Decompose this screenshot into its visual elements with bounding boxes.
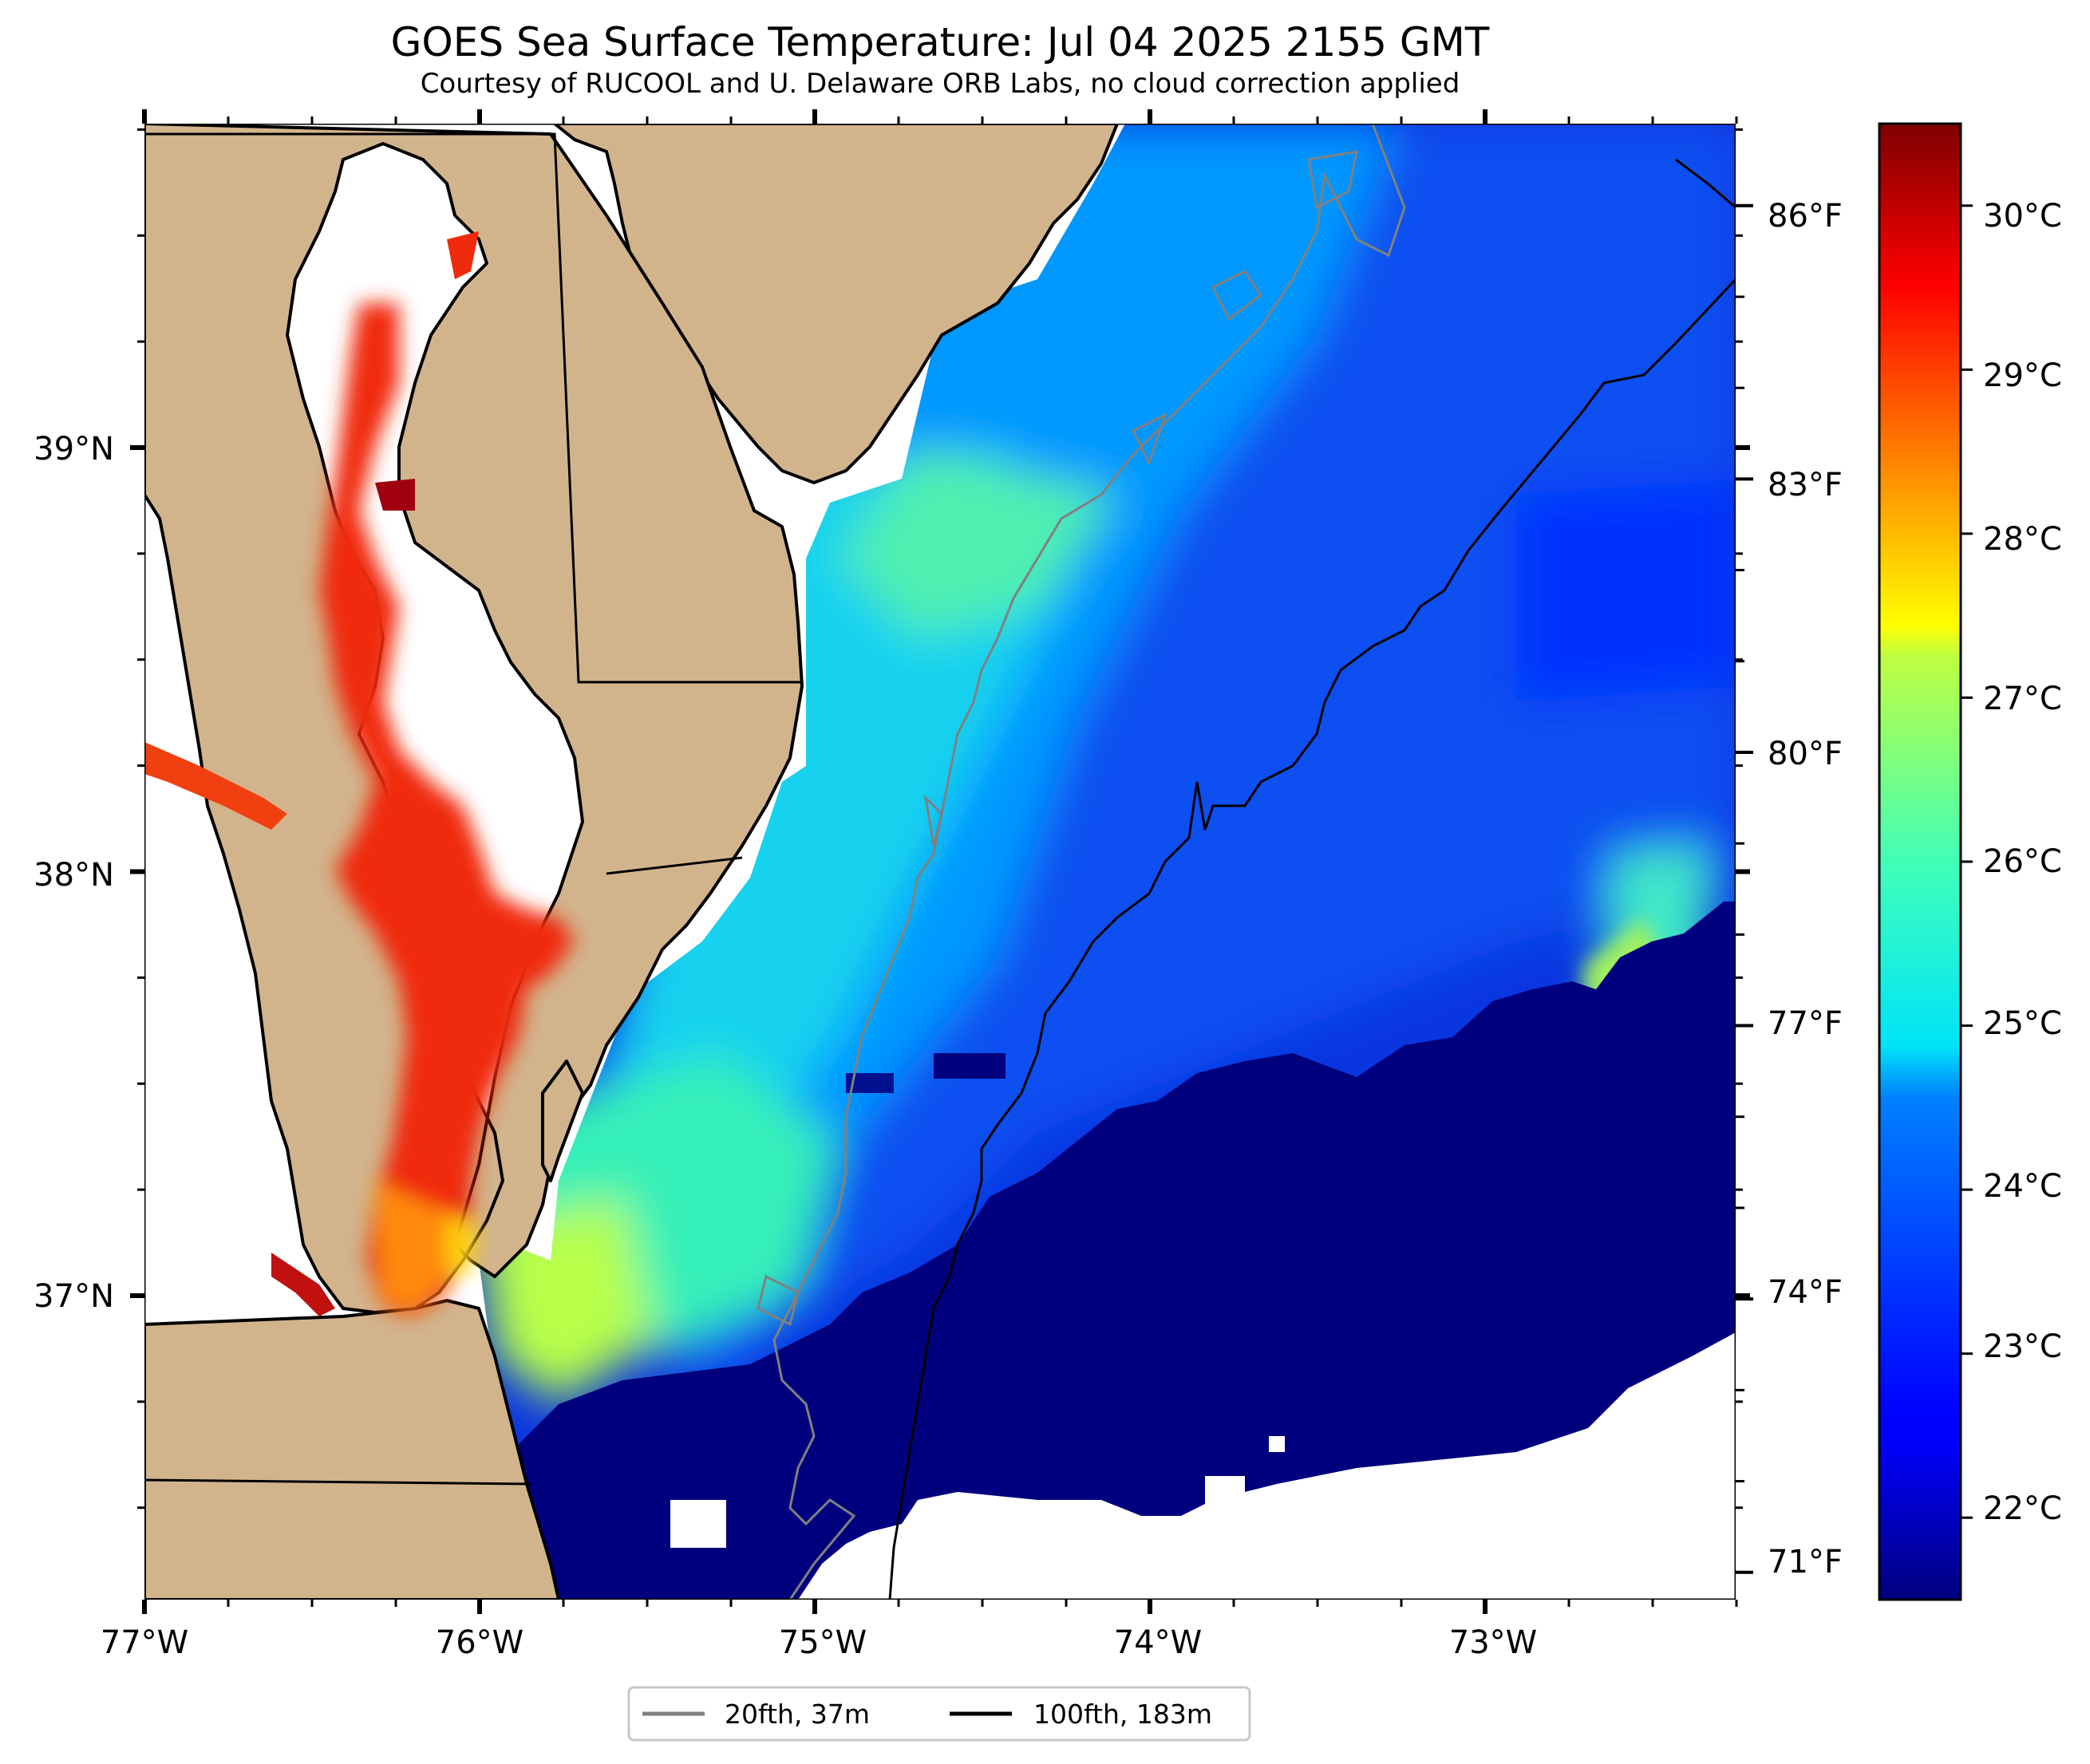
fahrenheit-tick-label: 86°F (1768, 198, 1843, 235)
celsius-tick-label: 29°C (1983, 357, 2062, 394)
land-delmarva (144, 124, 804, 1314)
axis-ticks (130, 109, 1753, 1614)
contour-20fth (757, 124, 1406, 1600)
fahrenheit-tick-label: 80°F (1768, 736, 1843, 772)
celsius-tick-label: 24°C (1983, 1168, 2062, 1205)
colorbar-gradient (1878, 122, 1962, 1601)
colorbar-ticks (1961, 204, 1973, 1519)
legend-label-100fth: 100fth, 183m (1033, 1699, 1212, 1730)
fahrenheit-tick-label: 83°F (1768, 467, 1843, 503)
cold-region (519, 902, 1736, 1600)
celsius-tick-label: 28°C (1983, 521, 2062, 558)
legend: 20fth, 37m 100fth, 183m (627, 1686, 1251, 1742)
celsius-tick-label: 25°C (1983, 1005, 2062, 1042)
cloud-patch (1269, 1436, 1285, 1452)
celsius-tick-label: 23°C (1983, 1328, 2062, 1365)
colorbar: 30°C 29°C 28°C 27°C 26°C 25°C 24°C 23°C … (1878, 122, 2062, 1601)
state-borders (144, 132, 802, 1486)
fahrenheit-tick-label: 74°F (1768, 1274, 1843, 1311)
map-area (144, 124, 1736, 1600)
bay-tributaries (144, 231, 479, 1316)
celsius-tick-label: 27°C (1983, 681, 2062, 717)
land-eastern-shore (541, 1060, 584, 1182)
y-tick-label: 39°N (34, 431, 114, 468)
fahrenheit-tick-label: 71°F (1768, 1544, 1843, 1580)
land-new-jersey (553, 124, 1119, 484)
chesapeake-bay-water (319, 303, 575, 1316)
map-subtitle: Courtesy of RUCOOL and U. Delaware ORB L… (421, 68, 1460, 100)
celsius-tick-label: 26°C (1983, 843, 2062, 880)
fahrenheit-tick-label: 77°F (1768, 1005, 1843, 1042)
x-tick-label: 74°W (1114, 1624, 1202, 1661)
fahrenheit-axis: 86°F 83°F 80°F 77°F 74°F 71°F (1768, 198, 1843, 1580)
legend-box (627, 1686, 1251, 1742)
x-tick-labels: 77°W 76°W 75°W 74°W 73°W (101, 1624, 1537, 1661)
celsius-tick-label: 22°C (1983, 1490, 2062, 1527)
cloud-patch (1205, 1476, 1245, 1508)
map-title: GOES Sea Surface Temperature: Jul 04 202… (391, 19, 1490, 65)
y-tick-label: 38°N (34, 857, 114, 894)
x-tick-label: 77°W (101, 1624, 188, 1661)
cold-patch (934, 1053, 1005, 1079)
legend-label-20fth: 20fth, 37m (725, 1699, 870, 1730)
land (144, 124, 1119, 1600)
x-tick-label: 73°W (1449, 1624, 1537, 1661)
y-tick-label: 37°N (34, 1278, 114, 1315)
contour-100fth (888, 158, 1736, 1600)
cloud-region (798, 1332, 1736, 1600)
celsius-tick-label: 30°C (1983, 198, 2062, 235)
y-tick-labels: 39°N 38°N 37°N (34, 431, 114, 1315)
x-tick-label: 75°W (779, 1624, 867, 1661)
cloud-patch (670, 1500, 726, 1548)
x-tick-label: 76°W (436, 1624, 523, 1661)
